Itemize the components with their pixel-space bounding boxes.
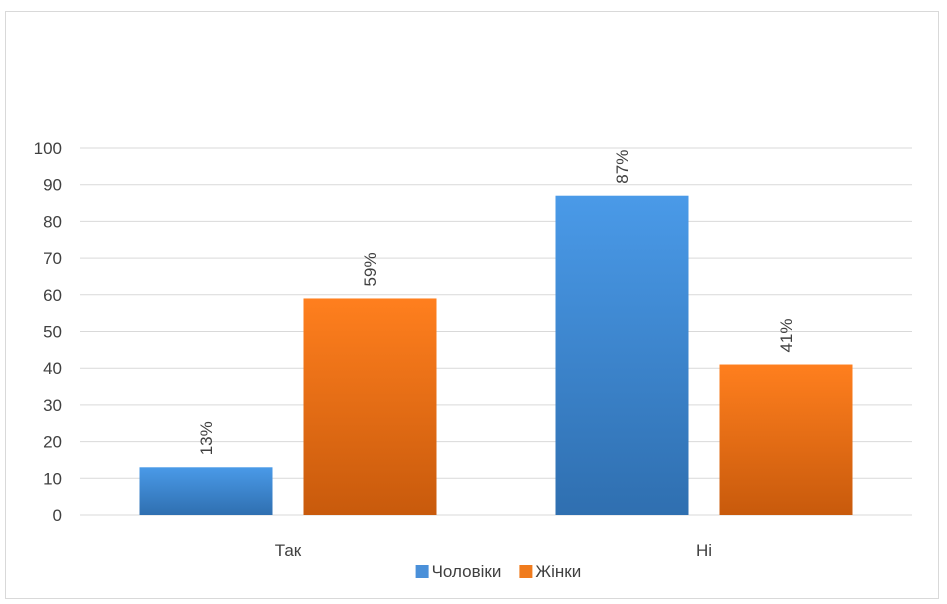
bar-men-1 — [555, 195, 689, 515]
bar-women-1 — [719, 364, 853, 515]
y-tick-label: 100 — [34, 139, 62, 158]
legend-swatch — [519, 565, 533, 578]
data-label: 87% — [613, 150, 632, 184]
x-category-label: Ні — [696, 541, 712, 560]
bars — [139, 195, 853, 515]
legend: Чоловіки Жінки — [415, 562, 581, 581]
legend-label: Жінки — [535, 562, 581, 581]
y-tick-label: 0 — [53, 506, 62, 525]
bar-men-0 — [139, 467, 273, 515]
y-tick-label: 30 — [43, 396, 62, 415]
y-tick-label: 90 — [43, 176, 62, 195]
legend-swatch — [415, 565, 429, 578]
data-label: 59% — [361, 252, 380, 286]
bar-women-0 — [303, 298, 437, 515]
data-labels: 13% 59% 87% 41% — [197, 150, 796, 456]
data-label: 41% — [777, 318, 796, 352]
x-axis-categories: Так Ні — [275, 541, 712, 560]
y-tick-label: 60 — [43, 286, 62, 305]
y-tick-label: 20 — [43, 433, 62, 452]
y-tick-label: 80 — [43, 212, 62, 231]
legend-label: Чоловіки — [432, 562, 502, 581]
y-tick-label: 70 — [43, 249, 62, 268]
y-axis-ticks: 0 10 20 30 40 50 60 70 80 90 100 — [34, 139, 62, 525]
data-label: 13% — [197, 421, 216, 455]
y-tick-label: 40 — [43, 359, 62, 378]
y-tick-label: 50 — [43, 323, 62, 342]
x-category-label: Так — [275, 541, 302, 560]
y-tick-label: 10 — [43, 469, 62, 488]
